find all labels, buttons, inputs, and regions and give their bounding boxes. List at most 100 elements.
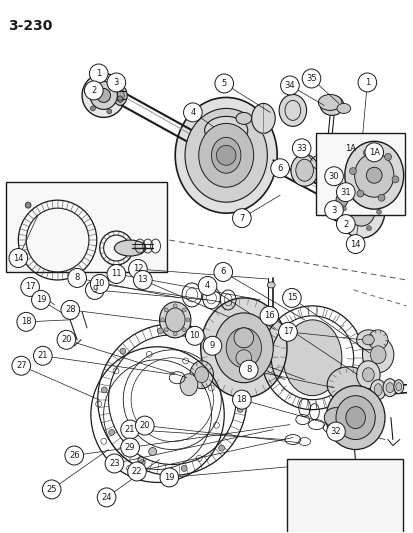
Text: 33: 33 — [296, 144, 306, 153]
Circle shape — [185, 318, 190, 322]
Circle shape — [90, 106, 95, 111]
Circle shape — [95, 77, 100, 82]
Ellipse shape — [337, 182, 384, 238]
Circle shape — [324, 167, 342, 185]
Circle shape — [345, 235, 364, 254]
Ellipse shape — [235, 112, 251, 124]
Ellipse shape — [320, 95, 343, 116]
Circle shape — [107, 73, 126, 92]
Text: 3: 3 — [330, 206, 336, 215]
Ellipse shape — [225, 328, 261, 368]
Ellipse shape — [373, 384, 381, 395]
Ellipse shape — [395, 383, 401, 391]
Circle shape — [120, 348, 126, 354]
Ellipse shape — [175, 98, 277, 213]
Text: 14: 14 — [349, 239, 360, 248]
Circle shape — [349, 167, 356, 175]
Ellipse shape — [335, 395, 374, 440]
Ellipse shape — [267, 282, 275, 288]
Text: 7: 7 — [239, 214, 244, 223]
Ellipse shape — [251, 103, 275, 133]
Circle shape — [368, 330, 387, 350]
Circle shape — [324, 200, 342, 220]
Text: 5: 5 — [221, 79, 226, 88]
Ellipse shape — [330, 186, 352, 214]
Text: 22: 22 — [131, 467, 142, 476]
Ellipse shape — [325, 386, 384, 449]
Text: 2: 2 — [342, 220, 348, 229]
Text: 2: 2 — [91, 86, 96, 95]
Circle shape — [97, 488, 116, 507]
Text: 1A: 1A — [344, 144, 355, 153]
Circle shape — [57, 330, 76, 349]
Circle shape — [326, 422, 344, 441]
Ellipse shape — [385, 383, 393, 393]
Text: 6: 6 — [277, 164, 282, 173]
Text: 25: 25 — [46, 485, 57, 494]
Circle shape — [341, 206, 346, 211]
Circle shape — [259, 306, 278, 325]
Text: 1: 1 — [364, 78, 369, 87]
Circle shape — [233, 328, 253, 348]
Circle shape — [336, 183, 354, 201]
Circle shape — [357, 73, 376, 92]
Circle shape — [107, 264, 126, 284]
Text: 21: 21 — [38, 351, 48, 360]
Circle shape — [237, 406, 242, 413]
Text: 1A: 1A — [368, 148, 379, 157]
Text: 31: 31 — [339, 188, 350, 197]
Text: ANTI SPIN DIFFERENTIAL: ANTI SPIN DIFFERENTIAL — [287, 472, 399, 480]
Ellipse shape — [159, 302, 190, 338]
Ellipse shape — [326, 367, 369, 402]
Circle shape — [232, 208, 251, 228]
Circle shape — [157, 328, 163, 334]
Ellipse shape — [290, 154, 318, 186]
Circle shape — [239, 360, 257, 379]
Circle shape — [356, 190, 363, 197]
Text: 4: 4 — [190, 108, 195, 117]
Circle shape — [85, 90, 90, 95]
Circle shape — [85, 280, 104, 300]
Circle shape — [181, 465, 187, 471]
Circle shape — [17, 312, 36, 332]
Circle shape — [376, 209, 381, 214]
Ellipse shape — [195, 367, 208, 383]
Circle shape — [121, 420, 139, 439]
Circle shape — [31, 290, 50, 309]
Circle shape — [216, 146, 235, 165]
Circle shape — [127, 462, 146, 481]
Circle shape — [121, 438, 139, 457]
Text: 34: 34 — [284, 81, 294, 90]
Text: 3: 3 — [114, 78, 119, 87]
Circle shape — [292, 139, 310, 158]
Circle shape — [133, 270, 152, 289]
Circle shape — [282, 288, 301, 308]
Ellipse shape — [336, 103, 350, 114]
Text: 20: 20 — [139, 421, 150, 430]
Ellipse shape — [114, 240, 145, 256]
Circle shape — [160, 468, 178, 487]
Text: 23: 23 — [109, 459, 119, 468]
Text: 3-230: 3-230 — [9, 19, 53, 33]
Text: 30: 30 — [328, 172, 339, 181]
Text: 1: 1 — [96, 69, 101, 78]
Circle shape — [25, 202, 31, 208]
Circle shape — [348, 224, 353, 229]
Circle shape — [105, 454, 123, 473]
Circle shape — [42, 480, 61, 499]
Circle shape — [164, 328, 168, 332]
Text: 15: 15 — [286, 294, 297, 302]
Circle shape — [182, 308, 186, 312]
Ellipse shape — [211, 138, 240, 173]
Text: 6: 6 — [220, 268, 225, 277]
Circle shape — [89, 64, 108, 83]
Circle shape — [278, 322, 297, 341]
Circle shape — [164, 308, 168, 312]
Ellipse shape — [344, 141, 403, 209]
Ellipse shape — [369, 346, 385, 364]
Ellipse shape — [382, 379, 396, 397]
Text: 32: 32 — [330, 427, 340, 436]
Bar — [286, 459, 402, 533]
Text: 14: 14 — [13, 254, 24, 263]
Circle shape — [112, 80, 116, 85]
